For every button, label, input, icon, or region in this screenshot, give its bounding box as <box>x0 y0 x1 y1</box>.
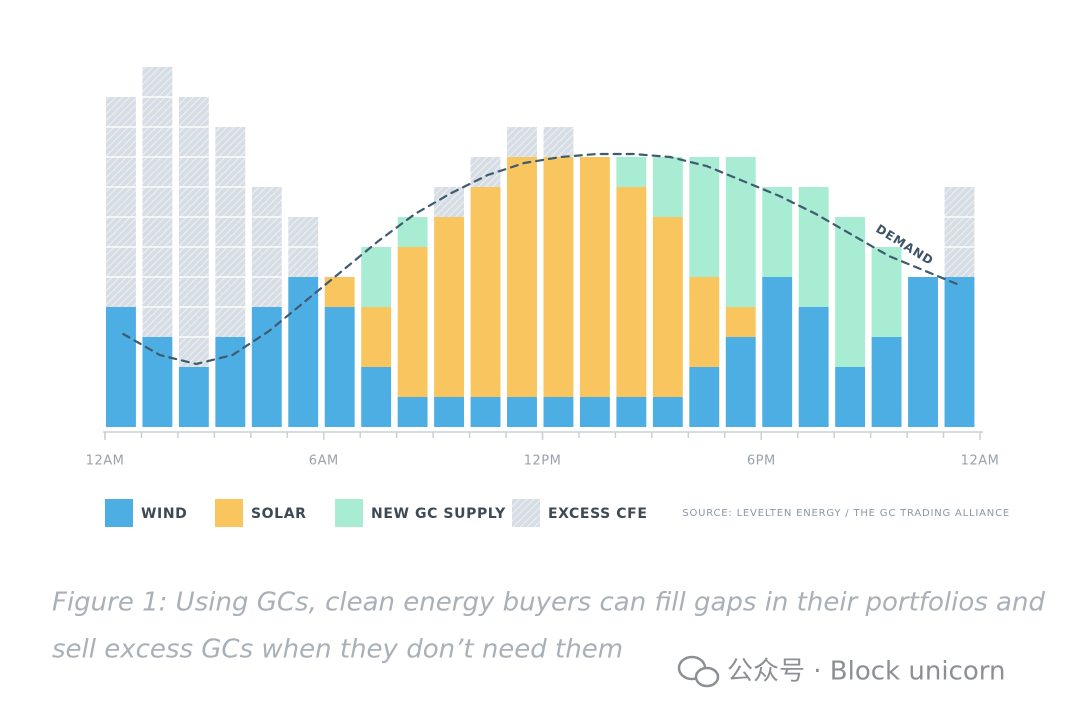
bar-segment <box>944 277 975 427</box>
bar-segment <box>725 307 756 337</box>
bar-segment <box>434 397 465 427</box>
x-tick-label: 6PM <box>747 454 776 469</box>
legend-swatch <box>512 499 540 527</box>
bar-segment <box>106 307 136 427</box>
legend-label: SOLAR <box>251 506 307 522</box>
bar-segment <box>142 67 173 337</box>
bar-segment <box>652 397 683 427</box>
legend-label: NEW GC SUPPLY <box>371 506 506 522</box>
bar-segment <box>397 217 428 247</box>
bar-segment <box>762 187 793 277</box>
legend-label: EXCESS CFE <box>548 506 648 522</box>
bar-segment <box>579 157 610 397</box>
bar-segment <box>652 217 683 397</box>
bar-segment <box>434 217 465 397</box>
watermark-icon <box>677 655 720 688</box>
bar-segment <box>470 397 501 427</box>
legend-label: WIND <box>141 506 187 522</box>
bar-segment <box>178 97 209 367</box>
bar-segment <box>361 307 392 367</box>
bar-segment <box>178 367 209 427</box>
bar-segment <box>835 367 866 427</box>
bar-segment <box>652 157 683 217</box>
bar-segment <box>543 127 574 157</box>
bar-segment <box>288 277 319 427</box>
x-tick-label: 12PM <box>524 454 562 469</box>
bar-segment <box>579 397 610 427</box>
source: SOURCE: LEVELTEN ENERGY / THE GC TRADING… <box>682 508 1010 519</box>
bar-segment <box>689 157 720 277</box>
bar-segment <box>142 337 173 427</box>
x-tick-label: 12AM <box>86 454 125 469</box>
bar-segment <box>689 277 720 367</box>
bar-segment <box>616 157 647 187</box>
bar-segment <box>324 307 355 427</box>
watermark: 公众号 · Block unicorn <box>727 657 1005 687</box>
bar-segment <box>507 397 537 427</box>
caption-line: sell excess GCs when they don’t need the… <box>52 635 623 665</box>
bar-segment <box>762 277 793 427</box>
legend-swatch <box>215 499 243 527</box>
bar-segment <box>507 157 537 397</box>
bar-segment <box>361 367 392 427</box>
caption-line: Figure 1: Using GCs, clean energy buyers… <box>52 588 1045 618</box>
bar-segment <box>543 157 574 397</box>
x-tick-label: 12AM <box>961 454 1000 469</box>
x-tick-label: 6AM <box>309 454 339 469</box>
legend-swatch <box>105 499 133 527</box>
bar-segment <box>871 337 902 427</box>
bar-segment <box>616 187 647 397</box>
bar-segment <box>106 97 136 307</box>
bar-segment <box>725 337 756 427</box>
bar-segment <box>397 247 428 397</box>
legend-swatch <box>335 499 363 527</box>
bar-segment <box>835 217 866 367</box>
bar-segment <box>507 127 537 157</box>
demand-line <box>122 152 963 366</box>
bar-segment <box>798 307 829 427</box>
bar-segment <box>908 277 938 427</box>
bar-segment <box>434 187 465 217</box>
bar-segment <box>616 397 647 427</box>
bar-segment <box>397 397 428 427</box>
bar-segment <box>215 127 246 337</box>
bar-segment <box>215 337 246 427</box>
bar-segment <box>944 187 975 277</box>
bar-segment <box>725 157 756 307</box>
bar-segment <box>543 397 574 427</box>
bar-segment <box>470 187 501 397</box>
bar-segment <box>689 367 720 427</box>
bar-segment <box>871 247 902 337</box>
bar-segment <box>361 247 392 307</box>
bar-segment <box>251 307 282 427</box>
